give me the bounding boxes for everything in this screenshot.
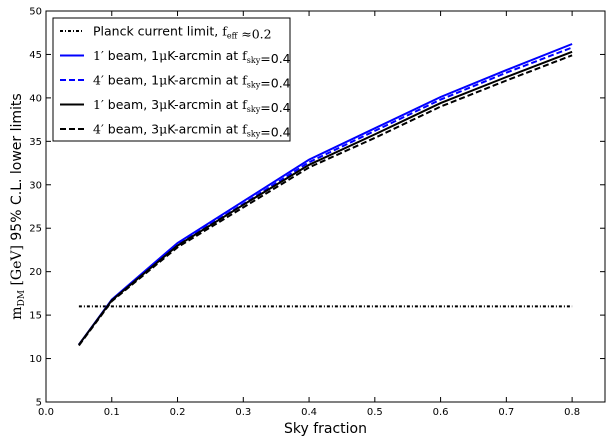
y-tick-label: 40: [29, 93, 42, 104]
legend-box: [52, 17, 291, 142]
legend: Planck current limit, feff ≈0.2 1′ beam, …: [52, 17, 291, 142]
x-tick-label: 0.2: [170, 407, 186, 418]
x-tick-label: 0.5: [367, 407, 383, 418]
x-tick-label: 0.1: [104, 407, 120, 418]
legend-label-2: 1′ beam, 1μK-arcmin at fsky=0.4: [93, 48, 291, 66]
y-tick-label: 25: [29, 224, 42, 235]
y-tick-label: 15: [29, 311, 42, 322]
series-line-5: [78, 54, 573, 347]
x-tick-label: 0.0: [38, 407, 54, 418]
y-tick-label: 35: [29, 137, 42, 148]
legend-label-1: Planck current limit, feff ≈0.2: [93, 24, 272, 42]
y-axis-label-rest: 95% C.L. lower limits: [9, 93, 25, 245]
svg-text:mDM [GeV] 95% C.L. lower limit: mDM [GeV] 95% C.L. lower limits: [9, 93, 27, 319]
y-tick-label: 45: [29, 50, 42, 61]
y-tick-label: 20: [29, 267, 42, 278]
y-axis-label: mDM [GeV] 95% C.L. lower limits: [9, 93, 27, 319]
x-tick-label: 0.3: [235, 407, 251, 418]
y-tick-label: 5: [36, 398, 42, 409]
y-tick-label: 50: [29, 7, 42, 18]
y-axis-label-m: m: [9, 306, 25, 319]
y-axis-label-sub: DM: [17, 290, 27, 306]
legend-label-5: 4′ beam, 3μK-arcmin at fsky=0.4: [93, 122, 291, 140]
y-tick-label: 10: [29, 354, 42, 365]
y-axis-label-unit: [GeV]: [9, 245, 25, 290]
x-tick-label: 0.7: [498, 407, 514, 418]
legend-label-4: 1′ beam, 3μK-arcmin at fsky=0.4: [93, 97, 291, 115]
series-layer: [78, 43, 573, 347]
x-tick-label: 0.8: [564, 407, 580, 418]
x-tick-label: 0.6: [433, 407, 449, 418]
y-tick-label: 30: [29, 180, 42, 191]
x-tick-label: 0.4: [301, 407, 317, 418]
tick-layer: 0.0 0.1 0.2 0.3 0.4 0.5 0.6 0.7 0.8 5 10 15 20 25 30 35…: [29, 7, 605, 418]
legend-label-3: 4′ beam, 1μK-arcmin at fsky=0.4: [93, 73, 291, 91]
x-axis-label: Sky fraction: [284, 421, 367, 437]
